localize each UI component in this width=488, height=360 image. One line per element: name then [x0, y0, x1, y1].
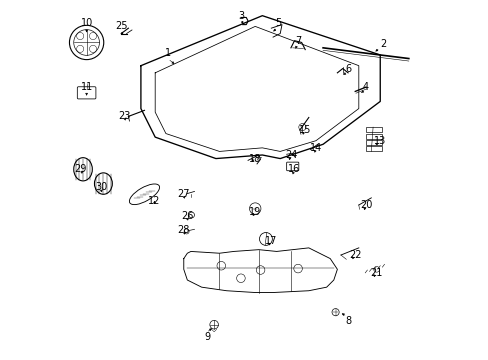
Text: 25: 25 [115, 21, 127, 31]
Text: 3: 3 [237, 11, 244, 21]
Text: 13: 13 [373, 136, 386, 146]
Text: 8: 8 [345, 316, 350, 326]
Text: 14: 14 [309, 143, 322, 153]
Text: 27: 27 [177, 189, 190, 199]
Text: 18: 18 [248, 154, 261, 163]
Text: 23: 23 [119, 111, 131, 121]
Text: 5: 5 [275, 18, 281, 28]
Text: 28: 28 [177, 225, 189, 235]
Text: 9: 9 [203, 332, 210, 342]
Text: 12: 12 [148, 197, 161, 206]
Text: 26: 26 [181, 211, 193, 221]
Text: 2: 2 [380, 39, 386, 49]
Text: 20: 20 [359, 200, 371, 210]
Text: 22: 22 [348, 250, 361, 260]
Text: 10: 10 [81, 18, 93, 28]
Text: 30: 30 [95, 182, 107, 192]
Text: 21: 21 [370, 268, 382, 278]
Bar [365, 134, 381, 139]
Text: 15: 15 [299, 125, 311, 135]
Text: 1: 1 [164, 48, 170, 58]
Bar [365, 140, 381, 145]
Text: 19: 19 [248, 207, 261, 217]
Text: 4: 4 [362, 82, 368, 92]
Text: 29: 29 [74, 164, 86, 174]
Bar [365, 127, 381, 132]
Text: 16: 16 [288, 164, 300, 174]
Text: 7: 7 [294, 36, 301, 46]
Text: 11: 11 [81, 82, 93, 92]
Text: 6: 6 [345, 64, 350, 74]
Text: 17: 17 [264, 236, 277, 246]
Text: 24: 24 [284, 150, 297, 160]
Bar [365, 147, 381, 152]
